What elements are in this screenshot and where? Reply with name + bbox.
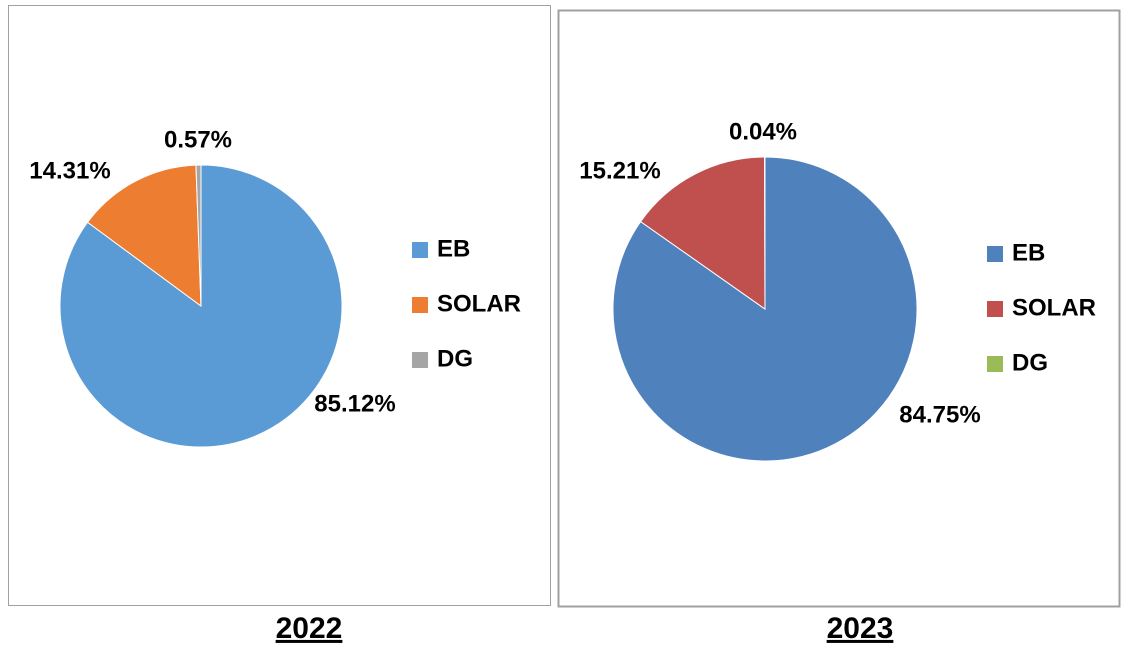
panel-border (8, 5, 551, 606)
legend-label: EB (437, 235, 470, 262)
legend-swatch (412, 242, 428, 258)
chart-title: 2023 (827, 612, 894, 645)
legend-swatch (987, 356, 1003, 372)
data-label: 0.57% (164, 126, 232, 153)
data-label: 15.21% (579, 157, 660, 184)
pie-slice (639, 156, 766, 310)
panel-border (557, 9, 1121, 608)
legend-label: SOLAR (437, 290, 521, 317)
legend-label: DG (1012, 349, 1048, 376)
legend-swatch (987, 301, 1003, 317)
legend-label: SOLAR (1012, 294, 1096, 321)
legend-swatch (412, 352, 428, 368)
data-label: 14.31% (29, 157, 110, 184)
chart-title: 2022 (276, 612, 343, 645)
legend-swatch (412, 297, 428, 313)
legend-label: EB (1012, 239, 1045, 266)
pie-slice (612, 156, 918, 462)
pie-slice (86, 164, 202, 308)
data-label: 0.04% (729, 118, 797, 145)
legend-swatch (987, 246, 1003, 262)
data-label: 85.12% (314, 390, 395, 417)
pie-slice (195, 164, 202, 307)
data-label: 84.75% (899, 401, 980, 428)
legend-label: DG (437, 345, 473, 372)
